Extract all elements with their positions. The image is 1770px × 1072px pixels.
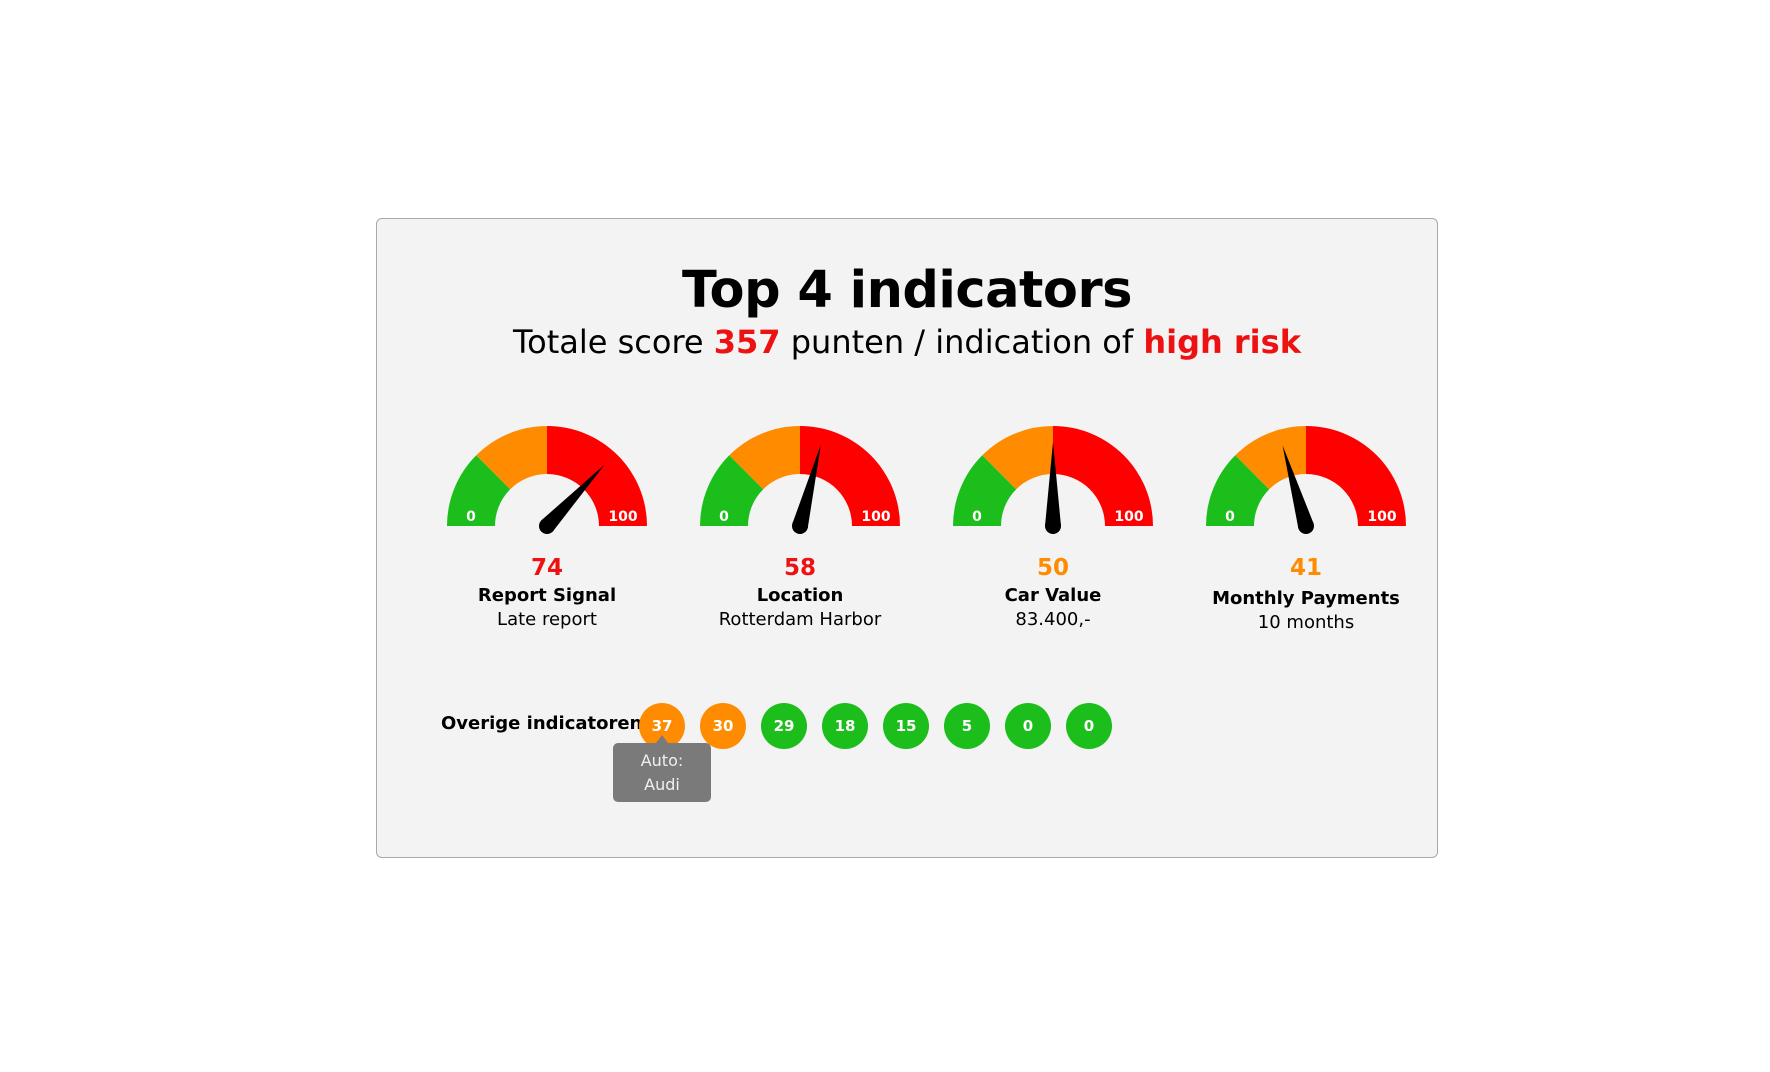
gauge-report-signal: 0 100 74 Report Signal Late report	[432, 419, 662, 630]
gauge-needle	[1282, 445, 1314, 529]
gauge-band-green	[1206, 455, 1270, 526]
indicators-panel: Top 4 indicators Totale score 357 punten…	[376, 218, 1438, 858]
gauge-value: 58	[783, 555, 816, 581]
gauge-needle-hub	[1298, 518, 1314, 534]
subtitle-middle: punten / indication of	[780, 323, 1144, 361]
tooltip-line: Audi	[644, 775, 680, 794]
gauge-band-red	[1053, 426, 1153, 526]
gauge-dial: 0 100	[1206, 426, 1406, 534]
gauge-needle	[1045, 442, 1061, 526]
indicator-bubble[interactable]: 5	[944, 703, 990, 749]
other-indicators-label: Overige indicatoren:	[441, 713, 650, 734]
gauge-dial: 0 100	[953, 426, 1153, 534]
gauge-min-label: 0	[1225, 509, 1235, 525]
gauge-label: Car Value	[1004, 585, 1102, 606]
risk-level: high risk	[1143, 323, 1301, 361]
gauge-band-orange	[476, 426, 547, 490]
gauge-value: 74	[530, 555, 563, 581]
indicator-bubble[interactable]: 0	[1066, 703, 1112, 749]
gauge-monthly-payments: 0 100 41 Monthly Payments 10 months	[1191, 419, 1421, 633]
gauge-needle	[541, 464, 605, 532]
gauge-band-green	[953, 455, 1017, 526]
gauge-location: 0 100 58 Location Rotterdam Harbor	[685, 419, 915, 630]
gauge-dial: 0 100	[700, 426, 900, 534]
gauge-max-label: 100	[608, 509, 637, 525]
gauge-band-green	[700, 455, 764, 526]
gauge-needle-hub	[792, 518, 808, 534]
gauge-sublabel: Rotterdam Harbor	[718, 609, 882, 630]
gauge-max-label: 100	[1367, 509, 1396, 525]
gauge-sublabel: Late report	[497, 609, 597, 630]
indicator-bubble[interactable]: 0	[1005, 703, 1051, 749]
gauge-band-red	[800, 426, 900, 526]
gauge-band-red	[1306, 426, 1406, 526]
gauge-car-value: 0 100 50 Car Value 83.400,-	[938, 419, 1168, 630]
gauge-label: Location	[756, 585, 844, 606]
gauge-value: 41	[1289, 555, 1322, 581]
score-summary: Totale score 357 punten / indication of …	[377, 323, 1437, 361]
gauge-band-orange	[982, 426, 1053, 490]
gauge-min-label: 0	[719, 509, 729, 525]
gauge-dial: 0 100	[447, 426, 647, 534]
gauge-needle	[792, 444, 821, 528]
indicator-bubble[interactable]: 29	[761, 703, 807, 749]
gauge-max-label: 100	[861, 509, 890, 525]
gauge-value: 50	[1036, 555, 1069, 581]
gauge-needle-hub	[1045, 518, 1061, 534]
gauge-max-label: 100	[1114, 509, 1143, 525]
total-score: 357	[713, 323, 781, 361]
subtitle-prefix: Totale score	[513, 323, 714, 361]
gauge-band-red	[547, 426, 647, 526]
gauge-needle-hub	[539, 518, 555, 534]
page-title: Top 4 indicators	[682, 261, 1132, 320]
gauge-label: Report Signal	[477, 585, 617, 606]
gauge-band-green	[447, 455, 511, 526]
gauge-min-label: 0	[972, 509, 982, 525]
indicator-bubble[interactable]: 30	[700, 703, 746, 749]
indicator-bubble[interactable]: 18	[822, 703, 868, 749]
gauge-sublabel: 83.400,-	[1015, 609, 1091, 630]
gauge-sublabel: 10 months	[1257, 612, 1355, 633]
gauge-min-label: 0	[466, 509, 476, 525]
indicator-bubble[interactable]: 15	[883, 703, 929, 749]
indicator-tooltip: Auto: Audi	[613, 735, 711, 802]
tooltip-line: Auto:	[640, 751, 684, 770]
tooltip-arrow	[656, 735, 668, 743]
gauge-label: Monthly Payments	[1212, 588, 1400, 609]
gauge-band-orange	[729, 426, 800, 490]
